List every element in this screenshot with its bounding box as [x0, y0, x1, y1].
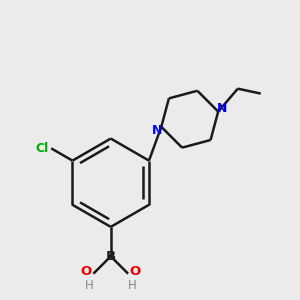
Text: O: O: [129, 265, 141, 278]
Text: H: H: [128, 279, 136, 292]
Text: Cl: Cl: [35, 142, 49, 155]
Text: N: N: [217, 102, 227, 115]
Text: H: H: [85, 279, 94, 292]
Text: O: O: [81, 265, 92, 278]
Text: B: B: [106, 250, 116, 263]
Text: N: N: [152, 124, 163, 136]
